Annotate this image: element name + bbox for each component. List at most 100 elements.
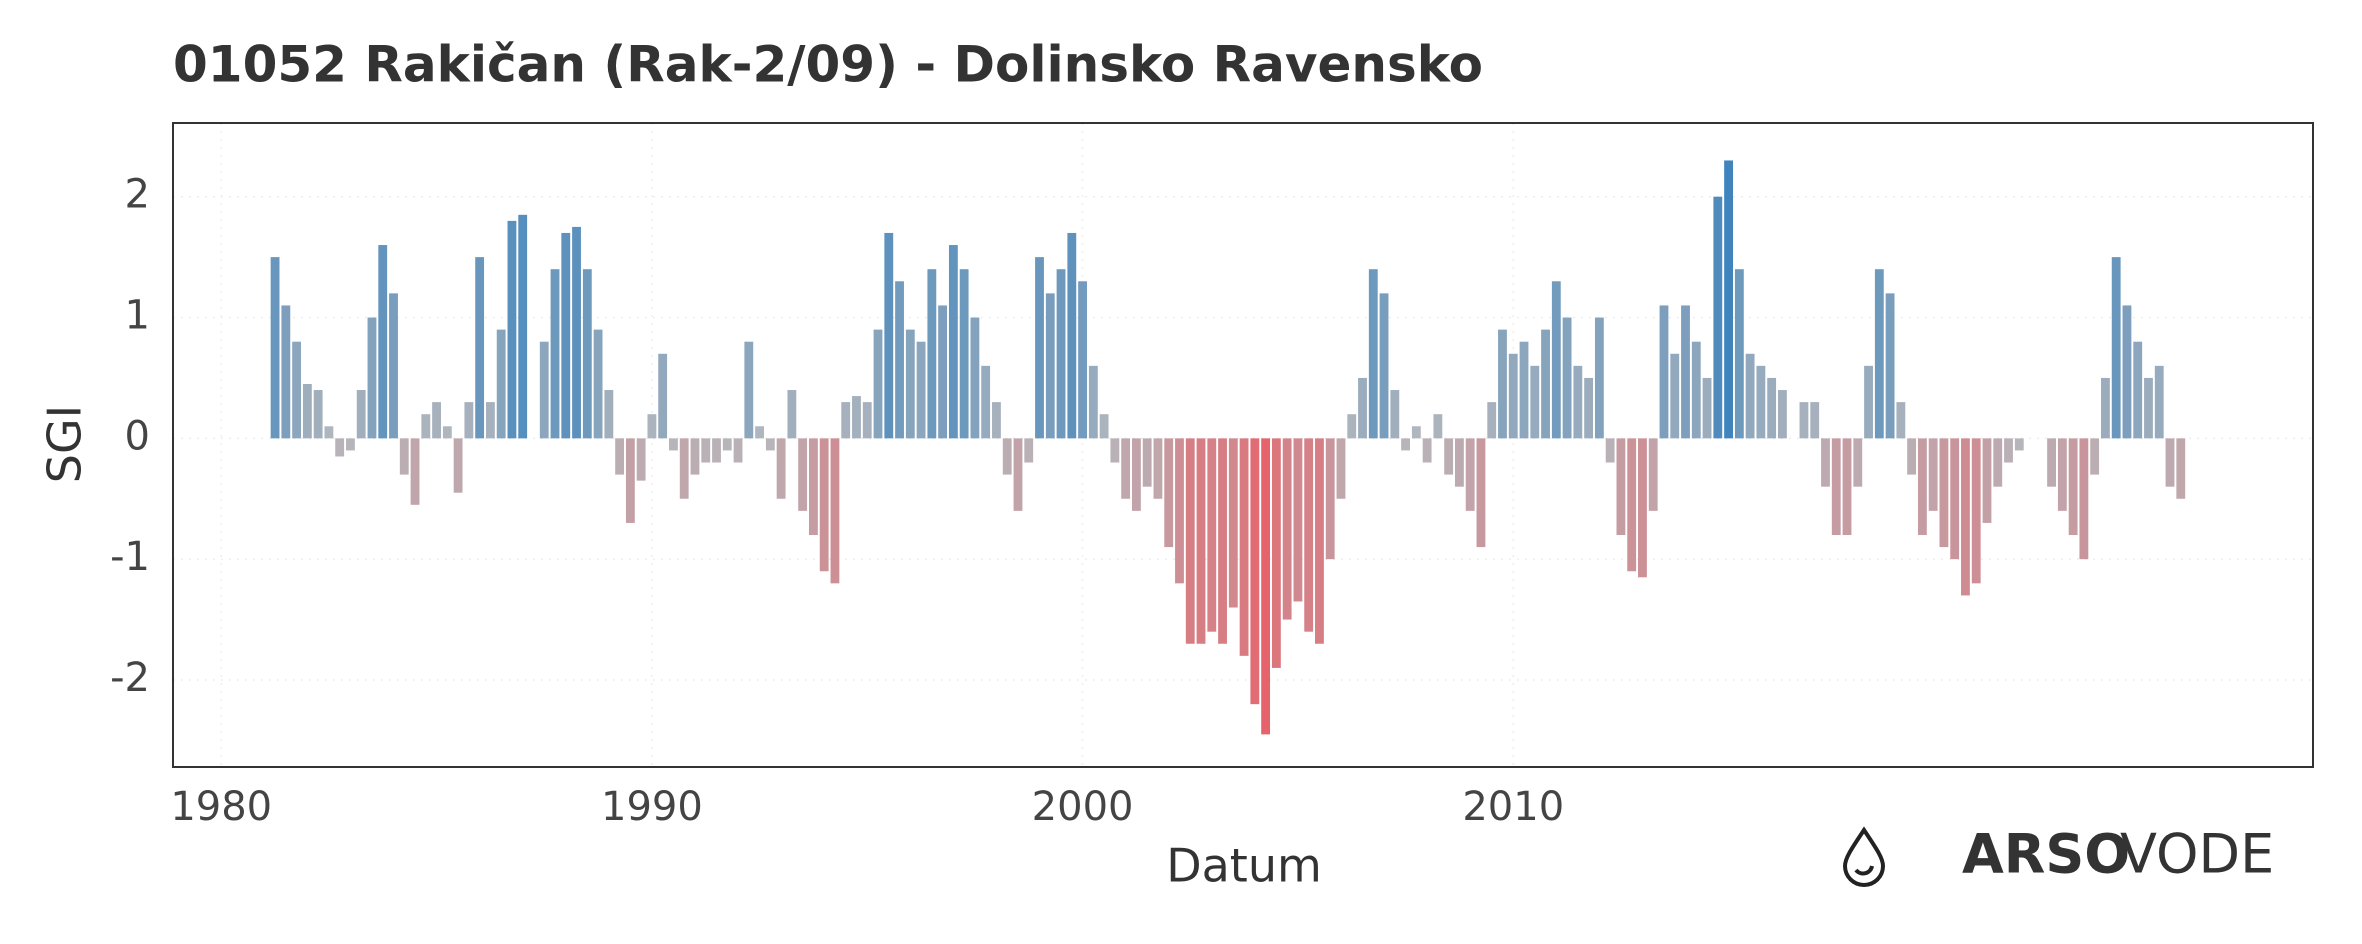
bar [1734, 269, 1744, 439]
bar [1799, 402, 1809, 439]
bar [1218, 438, 1227, 644]
bar [1853, 438, 1863, 487]
bar [1282, 438, 1292, 620]
y-tick-label: 0 [125, 413, 150, 459]
bar [335, 438, 345, 457]
bar [1078, 281, 1087, 439]
logo-text-bold: ARSO [1962, 823, 2130, 886]
bar [1422, 438, 1432, 463]
bar [776, 438, 786, 499]
bar [453, 438, 463, 493]
bar [1153, 438, 1163, 499]
bar [1573, 365, 1583, 439]
bar [1551, 281, 1561, 439]
bar [1885, 293, 1895, 439]
bar [1045, 293, 1055, 439]
bar [862, 402, 872, 439]
bar [916, 341, 926, 439]
bar [722, 438, 732, 451]
bar [1142, 438, 1152, 487]
bar [1724, 160, 1733, 439]
x-tick-label: 2000 [1032, 784, 1134, 830]
bar [1013, 438, 1023, 511]
y-axis-label: SGI [38, 405, 92, 483]
bar [1638, 438, 1647, 578]
bar [1939, 438, 1949, 548]
bar [1896, 402, 1906, 439]
bar [712, 438, 721, 463]
bar [1498, 329, 1507, 439]
bar [2090, 438, 2100, 475]
bar [432, 402, 441, 439]
bar [292, 341, 302, 439]
bar [378, 245, 388, 439]
bar [744, 341, 754, 439]
bar [1982, 438, 1992, 523]
bar [389, 293, 398, 439]
bar [1207, 438, 1217, 632]
bar [981, 365, 991, 439]
bar [701, 438, 711, 463]
bar [1185, 438, 1195, 644]
bar [1713, 196, 1723, 439]
bar [755, 426, 764, 439]
bar [1121, 438, 1131, 499]
bar [1411, 426, 1421, 439]
bar [1131, 438, 1141, 511]
bar [992, 402, 1001, 439]
bar [1325, 438, 1335, 560]
bar [1681, 305, 1690, 439]
bar [1228, 438, 1238, 608]
bar [647, 414, 657, 439]
x-tick-label: 1980 [170, 784, 272, 830]
bar [1035, 257, 1044, 439]
bar [1110, 438, 1120, 463]
bar [356, 390, 366, 439]
bar [281, 305, 291, 439]
bar [346, 438, 355, 451]
bar [2057, 438, 2067, 511]
bar [2154, 365, 2164, 439]
bar [615, 438, 625, 475]
bar [1778, 390, 1787, 439]
bar [507, 220, 517, 439]
bar [2165, 438, 2175, 487]
logo: ARSO VODE [1842, 823, 2274, 887]
bar [496, 329, 506, 439]
bar [550, 269, 560, 439]
bar [1691, 341, 1701, 439]
bar [905, 329, 915, 439]
bar [938, 305, 948, 439]
bar [1971, 438, 1981, 584]
bar [669, 438, 678, 451]
bar [2101, 377, 2110, 439]
bar [1950, 438, 1960, 560]
bar [1519, 341, 1529, 439]
bar [2144, 377, 2153, 439]
bar [1928, 438, 1938, 511]
bar [2176, 438, 2186, 499]
bar [1874, 269, 1884, 439]
bar [1401, 438, 1410, 451]
bar [1067, 232, 1077, 439]
plot-frame [172, 122, 2314, 768]
bar [819, 438, 829, 572]
bar [518, 214, 528, 439]
bar [1907, 438, 1917, 475]
y-tick-label: 2 [125, 172, 150, 218]
bar [410, 438, 420, 505]
bar [2068, 438, 2078, 536]
bar [959, 269, 969, 439]
bar [2122, 305, 2132, 439]
bar [1917, 438, 1927, 536]
bar [1821, 438, 1830, 487]
bar [421, 414, 431, 439]
bar [1487, 402, 1497, 439]
x-tick-label: 1990 [601, 784, 703, 830]
bar [1831, 438, 1841, 536]
bar [927, 269, 937, 439]
bar [1368, 269, 1378, 439]
logo-text-light: VODE [2120, 823, 2274, 886]
logo-icon [1842, 826, 1886, 887]
bar [1175, 438, 1184, 584]
